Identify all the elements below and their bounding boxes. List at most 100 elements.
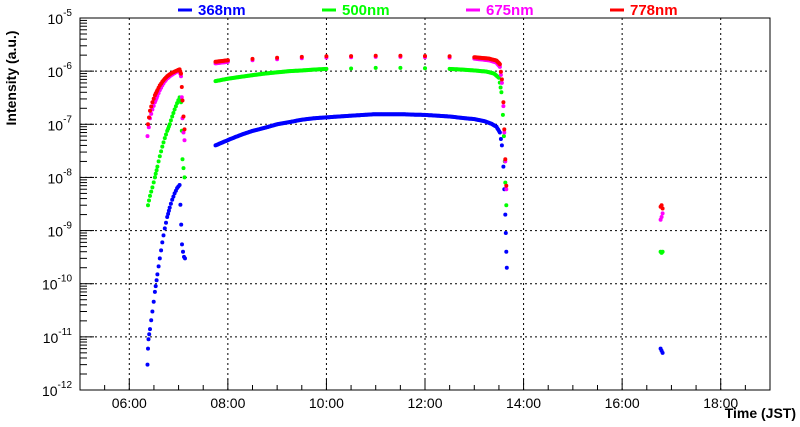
data-point-500nm <box>173 104 178 109</box>
data-point-368nm <box>660 350 665 355</box>
y-tick-exponent: -6 <box>63 61 72 72</box>
data-point-500nm <box>164 132 168 137</box>
data-point-500nm <box>155 164 160 169</box>
data-point-675nm <box>501 104 506 109</box>
data-point-500nm <box>152 175 157 180</box>
data-point-368nm <box>146 346 150 351</box>
data-point-778nm <box>299 54 304 59</box>
data-point-675nm <box>660 211 665 216</box>
data-point-368nm <box>149 318 154 323</box>
data-point-368nm <box>161 233 166 238</box>
y-tick-base: 10 <box>43 330 59 346</box>
data-point-368nm <box>179 222 184 227</box>
y-tick-label: 10-9 <box>48 221 73 240</box>
data-point-500nm <box>151 180 156 185</box>
data-point-368nm <box>168 201 173 206</box>
data-point-368nm <box>498 137 503 141</box>
data-point-778nm <box>502 127 507 132</box>
data-point-778nm <box>659 203 664 208</box>
data-point-368nm <box>499 143 504 148</box>
data-point-675nm <box>149 111 154 116</box>
data-point-500nm <box>162 136 167 141</box>
data-point-500nm <box>154 168 159 173</box>
data-point-778nm <box>498 69 503 74</box>
data-point-500nm <box>496 75 501 80</box>
data-point-778nm <box>447 54 452 59</box>
y-tick-exponent: -9 <box>63 221 72 232</box>
data-point-500nm <box>160 144 165 149</box>
y-tick-label: 10-8 <box>48 167 73 186</box>
data-point-500nm <box>148 193 152 198</box>
data-point-500nm <box>498 85 503 90</box>
data-point-368nm <box>177 183 182 187</box>
data-point-675nm <box>145 134 150 139</box>
data-point-368nm <box>160 240 165 245</box>
x-tick-label: 08:00 <box>210 395 245 411</box>
data-point-778nm <box>398 53 403 58</box>
data-point-778nm <box>225 58 230 63</box>
data-point-368nm <box>503 231 508 235</box>
legend-label-778nm: 778nm <box>630 2 678 19</box>
data-point-368nm <box>164 220 168 225</box>
x-tick-label: 12:00 <box>407 395 442 411</box>
data-point-500nm <box>156 159 161 164</box>
data-point-675nm <box>182 138 187 143</box>
data-point-500nm <box>153 171 158 176</box>
y-tick-exponent: -7 <box>63 114 72 125</box>
data-point-500nm <box>161 140 166 145</box>
data-point-675nm <box>498 72 503 77</box>
x-tick-label: 14:00 <box>506 395 541 411</box>
data-point-500nm <box>423 66 427 71</box>
data-point-500nm <box>182 175 187 180</box>
data-point-675nm <box>499 80 504 85</box>
data-point-778nm <box>147 115 151 120</box>
data-point-500nm <box>373 65 378 70</box>
data-point-368nm <box>153 284 158 289</box>
data-point-778nm <box>503 157 508 162</box>
data-point-368nm <box>151 299 156 304</box>
data-point-368nm <box>157 256 162 261</box>
data-point-778nm <box>504 183 509 188</box>
data-point-368nm <box>156 264 161 269</box>
data-point-368nm <box>183 256 187 261</box>
data-point-368nm <box>145 362 150 367</box>
data-point-368nm <box>503 212 508 217</box>
data-point-500nm <box>159 149 164 154</box>
data-point-675nm <box>502 130 507 135</box>
data-points <box>145 53 665 367</box>
data-point-500nm <box>150 185 155 190</box>
series-368nm <box>145 112 665 367</box>
data-point-500nm <box>171 111 176 115</box>
x-tick-label: 06:00 <box>112 395 147 411</box>
data-point-500nm <box>324 66 329 71</box>
data-point-368nm <box>504 249 509 254</box>
data-point-368nm <box>178 202 183 207</box>
y-tick-base: 10 <box>48 64 64 80</box>
data-point-368nm <box>150 309 155 314</box>
data-point-778nm <box>182 127 187 132</box>
data-point-500nm <box>349 66 354 71</box>
y-tick-exponent: -10 <box>58 274 73 285</box>
data-point-500nm <box>181 166 186 171</box>
data-point-368nm <box>501 164 506 169</box>
data-point-675nm <box>179 95 184 100</box>
data-point-368nm <box>180 242 184 247</box>
y-tick-label: 10-11 <box>43 327 73 346</box>
data-point-675nm <box>181 130 186 135</box>
data-point-778nm <box>146 122 150 127</box>
data-point-778nm <box>148 108 152 113</box>
x-tick-label: 18:00 <box>703 395 738 411</box>
data-point-675nm <box>504 187 509 192</box>
data-point-368nm <box>155 272 160 277</box>
data-point-368nm <box>504 265 509 270</box>
data-point-778nm <box>275 55 280 60</box>
data-point-500nm <box>504 203 509 208</box>
data-point-368nm <box>148 327 152 332</box>
data-point-778nm <box>423 54 427 58</box>
y-tick-label: 10-7 <box>48 114 73 133</box>
data-point-500nm <box>180 157 185 162</box>
data-point-368nm <box>497 130 502 135</box>
data-point-500nm <box>170 114 175 119</box>
data-point-778nm <box>149 104 154 109</box>
